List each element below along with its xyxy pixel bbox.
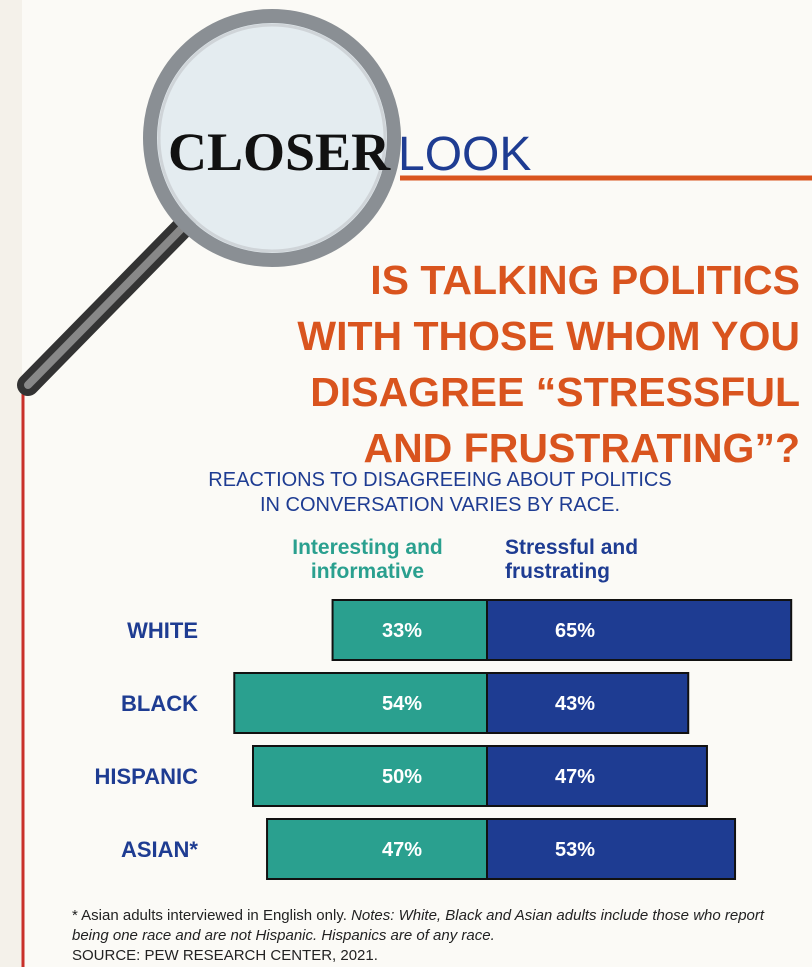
category-label: ASIAN* <box>121 837 198 862</box>
bar <box>252 745 488 807</box>
value-label: 43% <box>555 693 595 715</box>
bar <box>331 599 488 661</box>
subtitle-line: IN CONVERSATION VARIES BY RACE. <box>259 494 621 516</box>
legend-label: Interesting and informative <box>292 536 443 583</box>
legend-label: Stressful and frustrating <box>505 536 639 583</box>
source-text: SOURCE: PEW RESEARCH CENTER, 2021. <box>72 947 378 964</box>
value-label: 50% <box>382 766 422 788</box>
bar <box>233 672 488 734</box>
chart-subtitle: REACTIONS TO DISAGREEING ABOUT POLITICS I… <box>150 468 730 518</box>
bar <box>486 745 708 807</box>
category-label: BLACK <box>121 691 198 716</box>
notes-text: Notes: White, Black and Asian adults inc… <box>72 907 765 944</box>
title-line: AND FRUSTRATING”? <box>363 425 800 471</box>
footnote-text: * Asian adults interviewed in English on… <box>72 907 347 924</box>
footnote: * Asian adults interviewed in English on… <box>72 906 772 966</box>
bar <box>486 672 690 734</box>
bar <box>266 818 489 880</box>
value-label: 47% <box>382 839 422 861</box>
subtitle-line: REACTIONS TO DISAGREEING ABOUT POLITICS <box>208 469 672 491</box>
magnifier-handle <box>24 221 189 389</box>
value-label: 54% <box>382 693 422 715</box>
header-closer: CLOSER <box>168 122 391 182</box>
bar <box>486 599 793 661</box>
value-label: 53% <box>555 839 595 861</box>
value-label: 33% <box>382 620 422 642</box>
header-look: LOOK <box>398 128 531 181</box>
value-label: 65% <box>555 620 595 642</box>
title-line: IS TALKING POLITICS <box>370 257 800 303</box>
bar <box>486 818 737 880</box>
chart-title: IS TALKING POLITICS WITH THOSE WHOM YOU DI… <box>297 252 800 476</box>
magnifier-lens <box>157 23 387 253</box>
title-line: WITH THOSE WHOM YOU <box>297 313 800 359</box>
title-line: DISAGREE “STRESSFUL <box>310 369 800 415</box>
magnifier-lens <box>143 9 401 267</box>
category-label: HISPANIC <box>95 764 199 789</box>
category-label: WHITE <box>127 618 198 643</box>
value-label: 47% <box>555 766 595 788</box>
